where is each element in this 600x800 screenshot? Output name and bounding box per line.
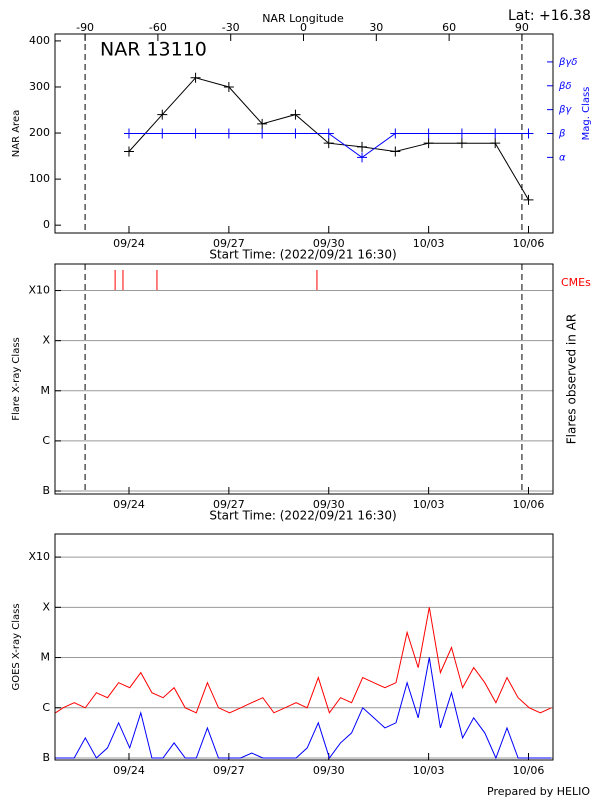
y2-tick-label: βδ xyxy=(558,81,572,92)
point-marker xyxy=(190,128,201,139)
point-marker xyxy=(423,128,434,139)
point-marker xyxy=(523,194,534,205)
y-tick-label: X xyxy=(42,600,50,613)
x-tick-label: 09/24 xyxy=(113,498,145,511)
x-tick-label: 10/06 xyxy=(513,764,545,777)
y-tick-label: X10 xyxy=(28,284,50,297)
y-tick-label: B xyxy=(42,484,50,497)
point-marker xyxy=(290,109,301,120)
y2-tick-label: α xyxy=(559,152,566,163)
y-tick-label: 300 xyxy=(29,80,50,93)
x-axis-title: Start Time: (2022/09/21 16:30) xyxy=(209,509,396,523)
x2-tick-label: -90 xyxy=(76,21,94,34)
events-label: CMEs xyxy=(561,276,591,289)
y2-axis-title: Mag. Class xyxy=(581,87,592,141)
point-marker xyxy=(390,146,401,157)
y-axis-title: GOES X-ray Class xyxy=(11,603,22,690)
y2-tick-label: βγ xyxy=(558,105,572,116)
x2-tick-label: -60 xyxy=(149,21,167,34)
point-marker xyxy=(390,128,401,139)
point-marker xyxy=(323,128,334,139)
y-tick-label: X10 xyxy=(28,550,50,563)
x2-axis-title: NAR Longitude xyxy=(262,12,344,25)
x-tick-label: 10/03 xyxy=(413,237,445,250)
plot-frame xyxy=(54,33,554,234)
series-line xyxy=(55,607,552,714)
x-tick-label: 10/06 xyxy=(513,498,545,511)
y-tick-label: B xyxy=(42,751,50,764)
x-tick-label: 10/03 xyxy=(413,498,445,511)
point-marker xyxy=(123,146,134,157)
y-axis-title: Flare X-ray Class xyxy=(11,337,22,421)
point-marker xyxy=(490,128,501,139)
y-axis-title: NAR Area xyxy=(11,110,22,157)
y-tick-label: C xyxy=(42,701,50,714)
point-marker xyxy=(456,128,467,139)
region-label: NAR 13110 xyxy=(100,39,207,61)
point-marker xyxy=(223,81,234,92)
x2-tick-label: 60 xyxy=(442,21,456,34)
x-tick-label: 09/30 xyxy=(313,764,345,777)
x-tick-label: 09/30 xyxy=(313,237,345,250)
x-tick-label: 09/27 xyxy=(213,498,245,511)
point-marker xyxy=(190,72,201,83)
plot-frame xyxy=(54,263,554,495)
y2-tick-label: β xyxy=(558,129,566,140)
point-marker xyxy=(257,118,268,129)
point-marker xyxy=(357,141,368,152)
point-marker xyxy=(290,128,301,139)
x-tick-label: 09/30 xyxy=(313,498,345,511)
point-marker xyxy=(123,128,134,139)
y-tick-label: 0 xyxy=(43,218,50,231)
x-axis-title: Start Time: (2022/09/21 16:30) xyxy=(209,248,396,262)
point-marker xyxy=(523,128,534,139)
point-marker xyxy=(456,138,467,149)
y-tick-label: X xyxy=(42,334,50,347)
y-tick-label: M xyxy=(41,651,51,664)
x2-tick-label: 30 xyxy=(369,21,383,34)
x2-tick-label: -30 xyxy=(222,21,240,34)
x-tick-label: 10/03 xyxy=(413,764,445,777)
point-marker xyxy=(157,128,168,139)
point-marker xyxy=(490,138,501,149)
x-tick-label: 09/24 xyxy=(113,237,145,250)
latitude-label: Lat: +16.38 xyxy=(508,8,591,24)
y-tick-label: M xyxy=(41,384,51,397)
y-tick-label: 200 xyxy=(29,126,50,139)
x2-tick-label: 0 xyxy=(300,21,307,34)
x-tick-label: 10/06 xyxy=(513,237,545,250)
point-marker xyxy=(423,138,434,149)
point-marker xyxy=(323,138,334,149)
y-tick-label: C xyxy=(42,434,50,447)
x-tick-label: 09/27 xyxy=(213,237,245,250)
footer: Prepared by HELIO xyxy=(487,785,590,798)
y2-tick-label: βγδ xyxy=(558,57,577,68)
x-tick-label: 09/27 xyxy=(213,764,245,777)
x-tick-label: 09/24 xyxy=(113,764,145,777)
series-line xyxy=(55,657,552,760)
point-marker xyxy=(157,109,168,120)
point-marker xyxy=(223,128,234,139)
y2-axis-title: Flares observed in AR xyxy=(565,314,579,444)
y-tick-label: 400 xyxy=(29,34,50,47)
y-tick-label: 100 xyxy=(29,172,50,185)
point-marker xyxy=(357,152,368,163)
plot-frame xyxy=(54,533,554,761)
x2-tick-label: 90 xyxy=(515,21,529,34)
point-marker xyxy=(257,128,268,139)
